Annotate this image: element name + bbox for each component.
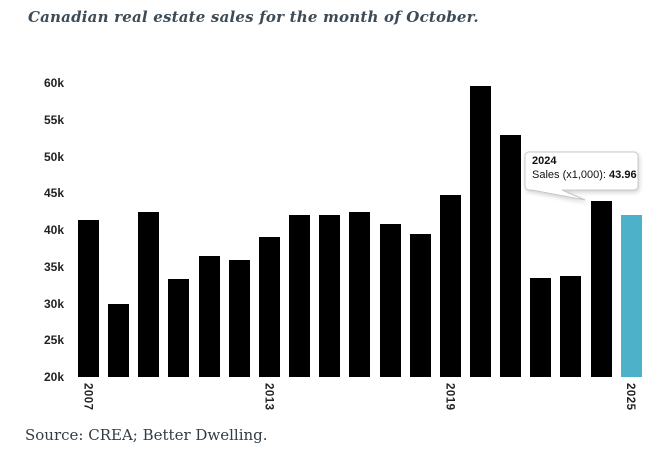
bar-2009[interactable]: [138, 211, 160, 377]
tooltip-callout-shape: [524, 151, 639, 201]
bar-2008[interactable]: [108, 304, 130, 377]
bar-2014[interactable]: [289, 215, 311, 377]
tooltip-value: 43.96: [609, 169, 637, 181]
y-tick-label-45k: 45k: [43, 186, 64, 201]
y-tick-label-40k: 40k: [43, 223, 64, 237]
y-tick-label-20k: 20k: [43, 370, 64, 384]
chart-title: Canadian real estate sales for the month…: [28, 8, 479, 26]
bar-2016[interactable]: [349, 211, 371, 377]
bar-2011[interactable]: [198, 256, 220, 377]
y-tick-label-50k: 50k: [43, 149, 64, 164]
bar-2021[interactable]: [500, 135, 522, 377]
bar-2018[interactable]: [409, 233, 431, 377]
bar-2024[interactable]: [590, 200, 612, 377]
bar-2020[interactable]: [469, 85, 491, 377]
bar-2012[interactable]: [228, 260, 250, 377]
tooltip-year: 2024: [532, 155, 557, 167]
y-tick-label-55k: 55k: [43, 112, 64, 127]
y-tick-label-25k: 25k: [43, 333, 64, 348]
x-tick-label-2019: 2019: [443, 383, 456, 411]
bar-2015[interactable]: [319, 214, 341, 377]
y-tick-label-35k: 35k: [43, 259, 64, 274]
bar-2023[interactable]: [560, 275, 582, 377]
source-note: Source: CREA; Better Dwelling.: [25, 426, 268, 444]
bar-2017[interactable]: [379, 224, 401, 377]
bar-2025[interactable]: [620, 215, 642, 377]
tooltip-series-line: Sales (x1,000): 43.96: [532, 169, 637, 181]
bar-2019[interactable]: [439, 194, 461, 377]
bar-2010[interactable]: [168, 279, 190, 377]
y-tick-label-60k: 60k: [43, 76, 64, 90]
x-tick-label-2025: 2025: [624, 383, 637, 411]
y-tick-label-30k: 30k: [43, 296, 64, 311]
x-tick-label-2013: 2013: [262, 383, 275, 411]
bar-2022[interactable]: [530, 277, 552, 377]
x-tick-label-2007: 2007: [81, 383, 94, 411]
bar-2013[interactable]: [258, 237, 280, 377]
tooltip-series-label: Sales (x1,000):: [532, 169, 606, 181]
bar-2007[interactable]: [78, 220, 99, 377]
tooltip: 2024 Sales (x1,000): 43.96: [518, 146, 648, 208]
